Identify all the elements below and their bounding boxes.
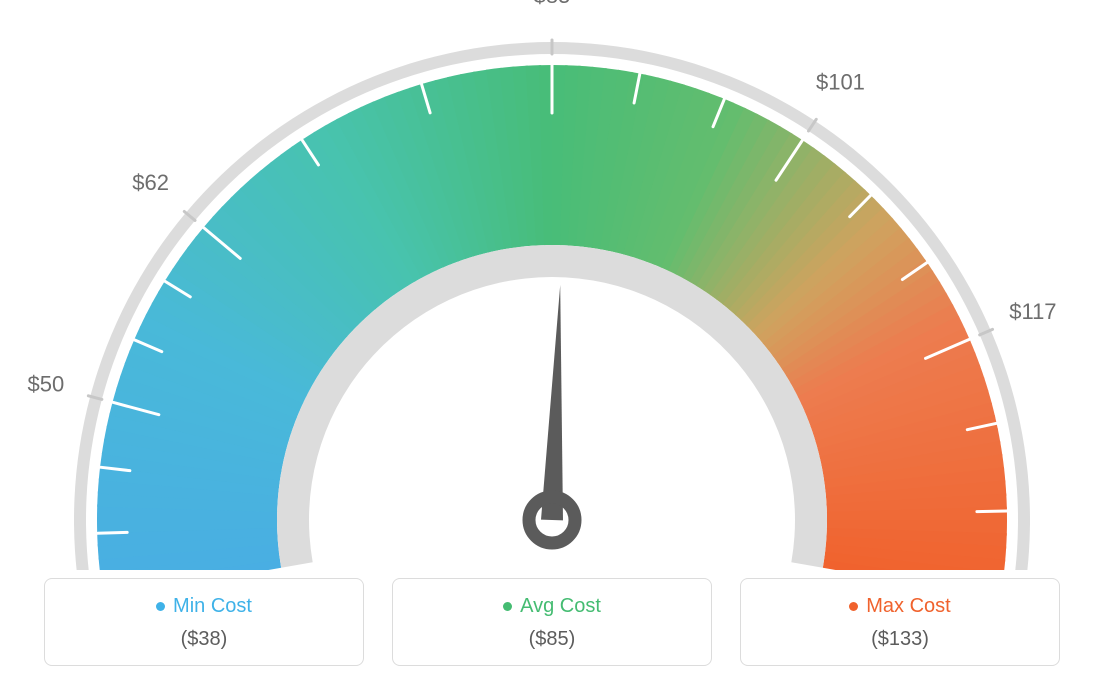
legend-dot-icon — [156, 602, 165, 611]
gauge-tick — [977, 511, 1007, 512]
gauge-chart: $38$50$62$85$101$117$133 — [0, 0, 1104, 570]
gauge-needle — [541, 285, 563, 520]
legend-title: Max Cost — [849, 595, 950, 618]
gauge-svg: $38$50$62$85$101$117$133 — [0, 0, 1104, 570]
gauge-tick-label: $62 — [132, 170, 169, 195]
legend-dot-icon — [503, 602, 512, 611]
legend-title: Avg Cost — [503, 595, 601, 618]
gauge-tick — [97, 532, 127, 533]
legend-label: Max Cost — [866, 595, 950, 618]
legend-value: ($38) — [45, 628, 363, 651]
gauge-tick-label: $85 — [534, 0, 571, 8]
legend-value: ($85) — [393, 628, 711, 651]
legend-dot-icon — [849, 602, 858, 611]
gauge-tick-label: $50 — [27, 371, 64, 396]
legend-value: ($133) — [741, 628, 1059, 651]
legend-row: Min Cost ($38) Avg Cost ($85) Max Cost ($133) — [0, 578, 1104, 666]
legend-card-min: Min Cost ($38) — [44, 578, 364, 666]
gauge-tick-label: $117 — [1009, 299, 1056, 324]
legend-label: Avg Cost — [520, 595, 601, 618]
legend-title: Min Cost — [156, 595, 252, 618]
legend-card-avg: Avg Cost ($85) — [392, 578, 712, 666]
gauge-tick-label: $101 — [816, 70, 865, 95]
legend-card-max: Max Cost ($133) — [740, 578, 1060, 666]
legend-label: Min Cost — [173, 595, 252, 618]
